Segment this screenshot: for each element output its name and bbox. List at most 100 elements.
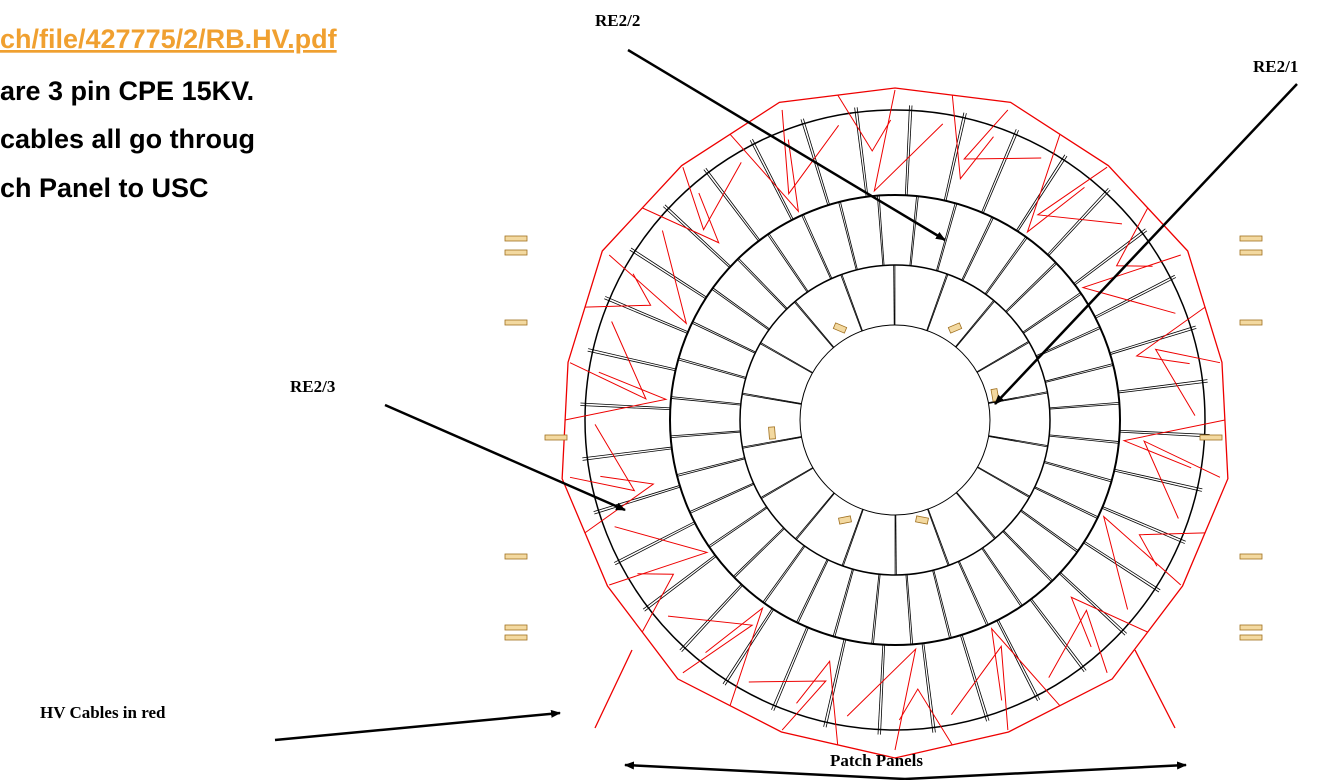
- arrow: [384, 403, 626, 512]
- chamber-edge: [760, 467, 813, 498]
- chamber-edge: [742, 436, 802, 448]
- chamber-edge: [1005, 262, 1056, 312]
- hv-cable: [1102, 515, 1182, 610]
- connector: [1239, 235, 1263, 242]
- hv-cable: [1134, 649, 1176, 729]
- connector: [1239, 634, 1263, 641]
- chamber-edge: [1060, 572, 1128, 634]
- chamber-edge: [955, 300, 995, 348]
- chamber-edge: [676, 457, 745, 475]
- chamber-edge: [1044, 461, 1112, 481]
- chamber-edge: [981, 129, 1017, 213]
- connector: [1239, 624, 1263, 631]
- hv-cable: [667, 615, 754, 674]
- chamber-edge: [1110, 328, 1197, 355]
- chamber-edge: [582, 446, 672, 459]
- connector: [1239, 553, 1263, 560]
- chamber-edge: [841, 509, 863, 566]
- hv-cable: [1154, 348, 1221, 416]
- chamber-edge: [582, 448, 672, 461]
- connector: [832, 322, 848, 334]
- chamber-edge: [670, 430, 741, 437]
- hv-cable: [1138, 532, 1206, 567]
- chamber-edge: [587, 350, 676, 372]
- chamber-edge: [705, 167, 761, 241]
- connector: [1239, 249, 1263, 256]
- connector: [504, 624, 528, 631]
- chamber-edge: [689, 482, 754, 513]
- chamber-edge: [1045, 365, 1114, 383]
- chamber-edge: [982, 547, 1023, 606]
- label: RE2/2: [595, 11, 640, 30]
- chamber-edge: [752, 138, 794, 220]
- chamber-edge: [825, 639, 847, 728]
- text-line: cables all go throug: [0, 124, 255, 154]
- chamber-edge: [662, 206, 730, 268]
- chamber-edge: [834, 569, 854, 637]
- chamber-edge: [796, 493, 835, 540]
- chamber-edge: [670, 398, 741, 406]
- chamber-edge: [1049, 401, 1120, 409]
- link-text[interactable]: ch/file/427775/2/RB.HV.pdf: [0, 24, 338, 54]
- chamber-edge: [842, 509, 864, 567]
- arrow: [624, 761, 906, 780]
- hv-cable: [569, 424, 636, 492]
- ring: [799, 324, 991, 516]
- chamber-edge: [955, 300, 994, 347]
- chamber-edge: [759, 343, 813, 374]
- chamber-edge: [906, 105, 913, 196]
- hv-cable: [963, 109, 1042, 160]
- arrows: [274, 48, 1298, 780]
- hv-cable: [990, 627, 1061, 707]
- connector: [768, 426, 776, 440]
- arrow: [274, 709, 561, 742]
- chamber-edge: [1003, 530, 1053, 581]
- chamber-edge: [841, 274, 863, 331]
- chamber-edge: [984, 236, 1026, 295]
- arrow: [627, 48, 946, 242]
- chamber-edge: [722, 608, 773, 685]
- connector: [544, 434, 568, 441]
- label: Patch Panels: [830, 751, 923, 770]
- chamber-edge: [832, 568, 853, 637]
- chamber-edge: [880, 644, 886, 735]
- chamber-edge: [677, 458, 746, 477]
- chamber-edge: [904, 105, 910, 196]
- chamber-edge: [1044, 363, 1113, 382]
- hv-cable: [637, 573, 675, 633]
- chamber-edge: [709, 507, 768, 548]
- chamber-edge: [613, 521, 695, 563]
- chamber-edge: [771, 626, 808, 710]
- chamber-edge: [933, 569, 952, 638]
- chamber-edge: [977, 466, 1031, 497]
- text-line: ch Panel to USC: [0, 173, 209, 203]
- chamber-diagram: [504, 87, 1263, 759]
- chamber-edge: [1084, 541, 1161, 591]
- chamber-edge: [615, 523, 696, 566]
- chamber-edge: [985, 237, 1028, 295]
- chamber-edge: [1102, 506, 1186, 542]
- chamber-edge: [664, 204, 731, 267]
- chamber-edge: [629, 249, 706, 299]
- chamber-edge: [1059, 573, 1126, 636]
- chamber-edge: [878, 195, 885, 266]
- chamber-edge: [692, 321, 756, 353]
- chamber-edge: [712, 287, 770, 330]
- chamber-edge: [760, 342, 813, 373]
- chamber-edge: [823, 639, 845, 727]
- chamber-edge: [1048, 189, 1111, 256]
- chamber-edge: [1029, 599, 1085, 673]
- chamber-edge: [961, 216, 993, 281]
- chamber-edge: [703, 169, 759, 242]
- hv-cable: [705, 606, 764, 706]
- chamber-edge: [1047, 187, 1109, 255]
- chamber-edge: [681, 585, 743, 653]
- chamber-edge: [605, 296, 689, 333]
- chamber-edge: [893, 265, 895, 326]
- chamber-edge: [796, 559, 828, 623]
- chamber-edge: [742, 436, 802, 449]
- hv-cable: [837, 94, 892, 152]
- chamber-edge: [1101, 507, 1185, 544]
- chamber-edge: [996, 620, 1038, 702]
